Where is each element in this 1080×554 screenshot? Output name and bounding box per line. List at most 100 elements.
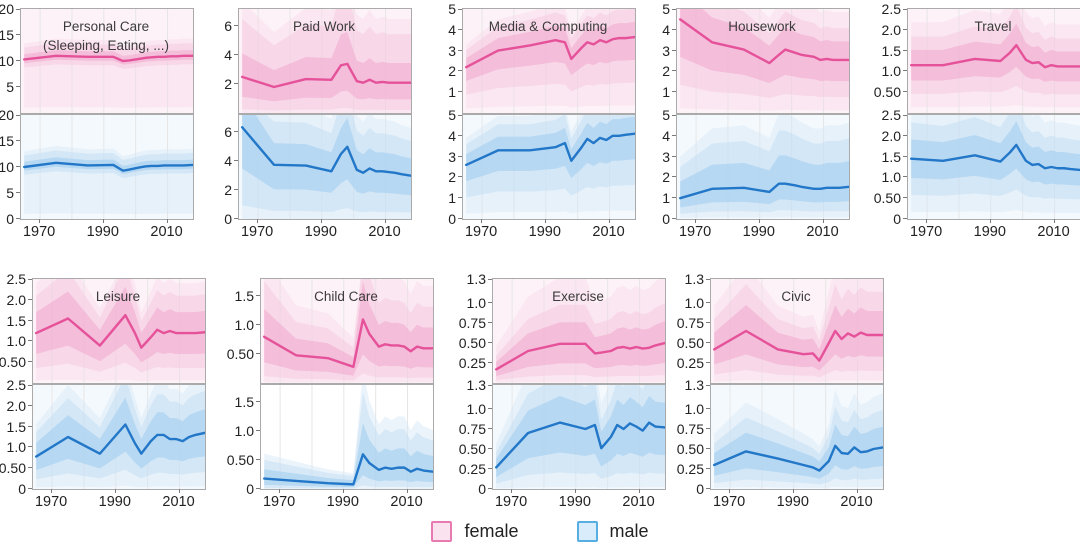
y-tick-mark: [488, 302, 492, 303]
y-tick-label: 0.75: [458, 421, 486, 437]
y-tick-mark: [706, 278, 710, 280]
y-tick-mark: [28, 340, 32, 342]
x-tick-mark: [342, 489, 344, 493]
y-tick-mark: [672, 176, 676, 178]
panel-leisure-male: [32, 384, 206, 490]
y-tick-mark: [458, 134, 462, 136]
y-tick-mark: [458, 28, 462, 30]
y-tick-label: 0: [478, 481, 486, 497]
y-tick-label: 0.50: [873, 84, 901, 101]
y-tick-label: 10: [0, 159, 14, 175]
y-tick-label: 0.50: [458, 441, 486, 457]
y-tick-label: 2.0: [881, 21, 901, 38]
y-tick-mark: [28, 319, 32, 321]
x-tick-mark: [822, 219, 824, 223]
y-tick-mark: [256, 401, 260, 403]
y-tick-label: 1: [662, 190, 670, 207]
y-tick-mark: [672, 8, 676, 10]
y-tick-label: 1.3: [684, 271, 704, 287]
y-tick-label: 1.0: [881, 169, 901, 186]
y-tick-mark: [28, 384, 32, 386]
y-tick-mark: [488, 342, 492, 343]
x-tick-mark: [758, 219, 760, 223]
y-tick-mark: [903, 8, 907, 10]
x-tick-label: 1990: [326, 494, 359, 510]
x-tick-mark: [638, 489, 640, 493]
y-tick-mark: [256, 430, 260, 432]
chart-personal-care: 20 15 10 5 20 15 10 5 0 Personal Care (Sleeping, E…: [0, 1, 196, 250]
y-tick-mark: [234, 54, 238, 56]
chart-child-care: 1.5 1.0 0.50 1.5 1.0 0.50 0 Child Care 1970 1990 2…: [224, 278, 436, 520]
y-tick-label: 0.50: [676, 441, 704, 457]
y-tick-mark: [16, 114, 20, 116]
y-tick-label: 1.3: [684, 377, 704, 393]
y-tick-label: 0.50: [676, 335, 704, 351]
y-tick-mark: [903, 70, 907, 72]
y-tick-label: 15: [0, 27, 14, 43]
y-tick-label: 4: [224, 47, 232, 64]
y-tick-mark: [458, 155, 462, 157]
x-tick-mark: [926, 219, 928, 223]
x-tick-label: 1970: [464, 224, 498, 240]
legend-label-female: female: [464, 521, 519, 541]
y-tick-mark: [903, 114, 907, 116]
y-tick-mark: [706, 322, 710, 323]
y-tick-mark: [706, 408, 710, 409]
y-tick-mark: [706, 448, 710, 449]
panel-child-care-male: [260, 384, 434, 490]
y-tick-label: 0: [18, 481, 26, 497]
y-tick-mark: [706, 302, 710, 303]
panel-civic-male: [710, 384, 884, 490]
panel-civic-female: [710, 278, 884, 384]
y-tick-label: 1.0: [466, 295, 486, 311]
y-tick-label: 0: [696, 481, 704, 497]
x-tick-mark: [856, 489, 858, 493]
y-tick-mark: [672, 218, 676, 219]
y-tick-label: 1.5: [6, 312, 26, 329]
y-tick-mark: [16, 166, 20, 167]
x-tick-mark: [384, 219, 386, 223]
y-tick-mark: [706, 362, 710, 363]
panel-personal-care-female: [20, 8, 194, 114]
y-tick-mark: [458, 49, 462, 51]
y-tick-mark: [16, 8, 20, 10]
chart-housework: 5 4 3 2 1 5 4 3 2 1 0 Housework 1970 1990 2010: [640, 1, 852, 250]
y-tick-mark: [488, 448, 492, 449]
chart-travel: 2.5 2.0 1.5 1.0 0.50 2.5 2.0 1.5 1.0 0.50 0 Travel 1…: [871, 1, 1080, 250]
y-tick-label: 0.50: [458, 335, 486, 351]
x-tick-mark: [481, 219, 483, 223]
y-tick-mark: [903, 155, 907, 157]
panel-leisure-female: [32, 278, 206, 384]
x-tick-mark: [695, 219, 697, 223]
panel-housework-male: [676, 114, 850, 220]
y-tick-label: 1.0: [684, 295, 704, 311]
y-tick-label: 2: [448, 169, 456, 186]
x-tick-mark: [257, 219, 259, 223]
legend: female male: [0, 521, 1080, 542]
y-tick-mark: [458, 91, 462, 93]
y-tick-mark: [488, 384, 492, 386]
y-tick-label: 2: [662, 63, 670, 80]
x-tick-label: 1970: [712, 494, 746, 510]
panel-travel-female: [907, 8, 1080, 114]
x-tick-mark: [51, 489, 53, 493]
y-tick-label: 2: [662, 169, 670, 186]
y-tick-mark: [706, 468, 710, 469]
y-tick-label: 0.75: [676, 421, 704, 437]
y-tick-label: 1.5: [881, 148, 901, 165]
x-tick-mark: [511, 489, 513, 493]
y-tick-label: 2: [448, 63, 456, 80]
y-tick-mark: [16, 86, 20, 87]
y-tick-label: 6: [224, 124, 232, 141]
chart-leisure: 2.5 2.0 1.5 1.0 0.50 2.5 2.0 1.5 1.0 0.50 0 Leisure…: [0, 271, 208, 520]
y-tick-mark: [234, 189, 238, 191]
y-tick-mark: [28, 404, 32, 406]
y-tick-label: 20: [0, 1, 14, 17]
x-tick-label: 2010: [162, 494, 195, 510]
x-tick-mark: [608, 219, 610, 223]
y-tick-mark: [458, 70, 462, 72]
y-tick-mark: [488, 362, 492, 363]
x-tick-label: 1990: [304, 224, 337, 240]
y-tick-label: 1.5: [6, 418, 26, 435]
y-tick-mark: [672, 197, 676, 199]
